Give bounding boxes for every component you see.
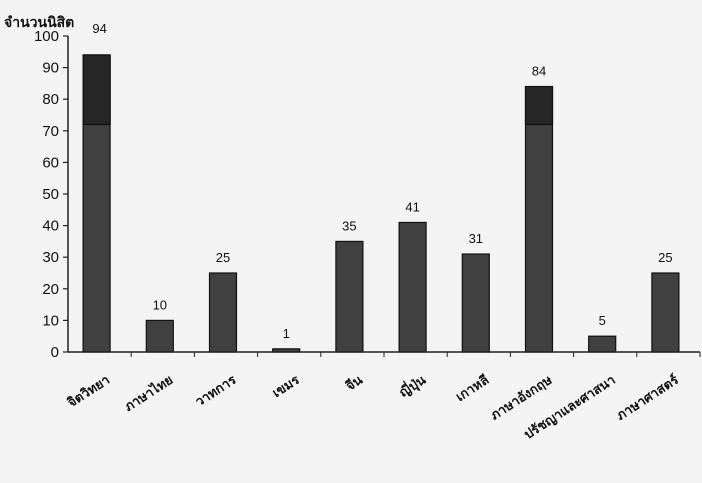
y-tick-label: 70 <box>42 123 59 140</box>
y-tick-label: 50 <box>42 186 59 203</box>
y-tick-label: 60 <box>42 154 59 171</box>
data-label: 35 <box>342 218 356 233</box>
y-tick-label: 0 <box>51 344 59 361</box>
bar <box>82 54 111 353</box>
bar-rect <box>651 272 680 353</box>
data-label: 25 <box>658 250 672 265</box>
data-label: 5 <box>599 313 606 328</box>
data-label: 25 <box>216 250 230 265</box>
bar <box>524 85 554 353</box>
data-label: 41 <box>405 199 419 214</box>
data-label: 10 <box>153 297 167 312</box>
data-label: 94 <box>92 21 106 36</box>
x-tick-label: ญี่ปุ่น <box>395 370 429 401</box>
bar <box>588 335 617 353</box>
y-axis-label-group: จำนวนนิสิต <box>4 15 74 31</box>
y-tick-label: 10 <box>42 312 59 329</box>
y-tick-label: 20 <box>42 281 59 298</box>
x-ticks: จิตวิทยา ภาษาไทย วาทการ เขมร จีน ญี่ปุ่น เกาหล… <box>65 352 701 443</box>
y-tick-label: 80 <box>42 91 59 108</box>
y-axis-label: จำนวนนิสิต <box>4 15 74 31</box>
bar-rect <box>588 335 617 353</box>
x-tick-label: วาทการ <box>193 373 239 410</box>
y-tick-label: 40 <box>42 218 59 235</box>
y-tick-label: 100 <box>34 28 59 45</box>
bar <box>398 221 427 353</box>
data-label: 1 <box>283 326 290 341</box>
x-tick-label: เกาหลี <box>453 372 492 405</box>
y-tick-label: 30 <box>42 249 59 266</box>
bar <box>145 319 174 353</box>
x-tick-label: เขมร <box>270 373 302 401</box>
x-tick-label: จิตวิทยา <box>65 373 113 411</box>
data-label: 84 <box>532 64 546 79</box>
bar-rect <box>335 240 364 353</box>
bar <box>461 253 490 353</box>
bar-rect <box>208 272 238 353</box>
bar <box>208 272 238 353</box>
y-tick-label: 90 <box>42 60 59 77</box>
x-tick-label: ภาษาไทย <box>121 371 176 415</box>
bar-rect <box>524 85 554 353</box>
bar-top-shade <box>524 85 554 126</box>
bar-rect <box>398 221 427 353</box>
bar-rect <box>145 319 174 353</box>
x-tick-label: จีน <box>343 372 366 395</box>
y-ticks: 0 10 20 30 40 50 60 70 80 90 100 <box>34 28 68 361</box>
bar-rect <box>461 253 490 353</box>
bar-top-shade <box>82 54 111 126</box>
data-label: 31 <box>469 231 483 246</box>
data-labels: 94 10 25 1 35 41 31 84 5 25 <box>92 21 672 341</box>
x-tick-label: ภาษาศาสตร์ <box>614 372 682 424</box>
bars <box>82 54 680 353</box>
bar <box>335 240 364 353</box>
bar <box>651 272 680 353</box>
